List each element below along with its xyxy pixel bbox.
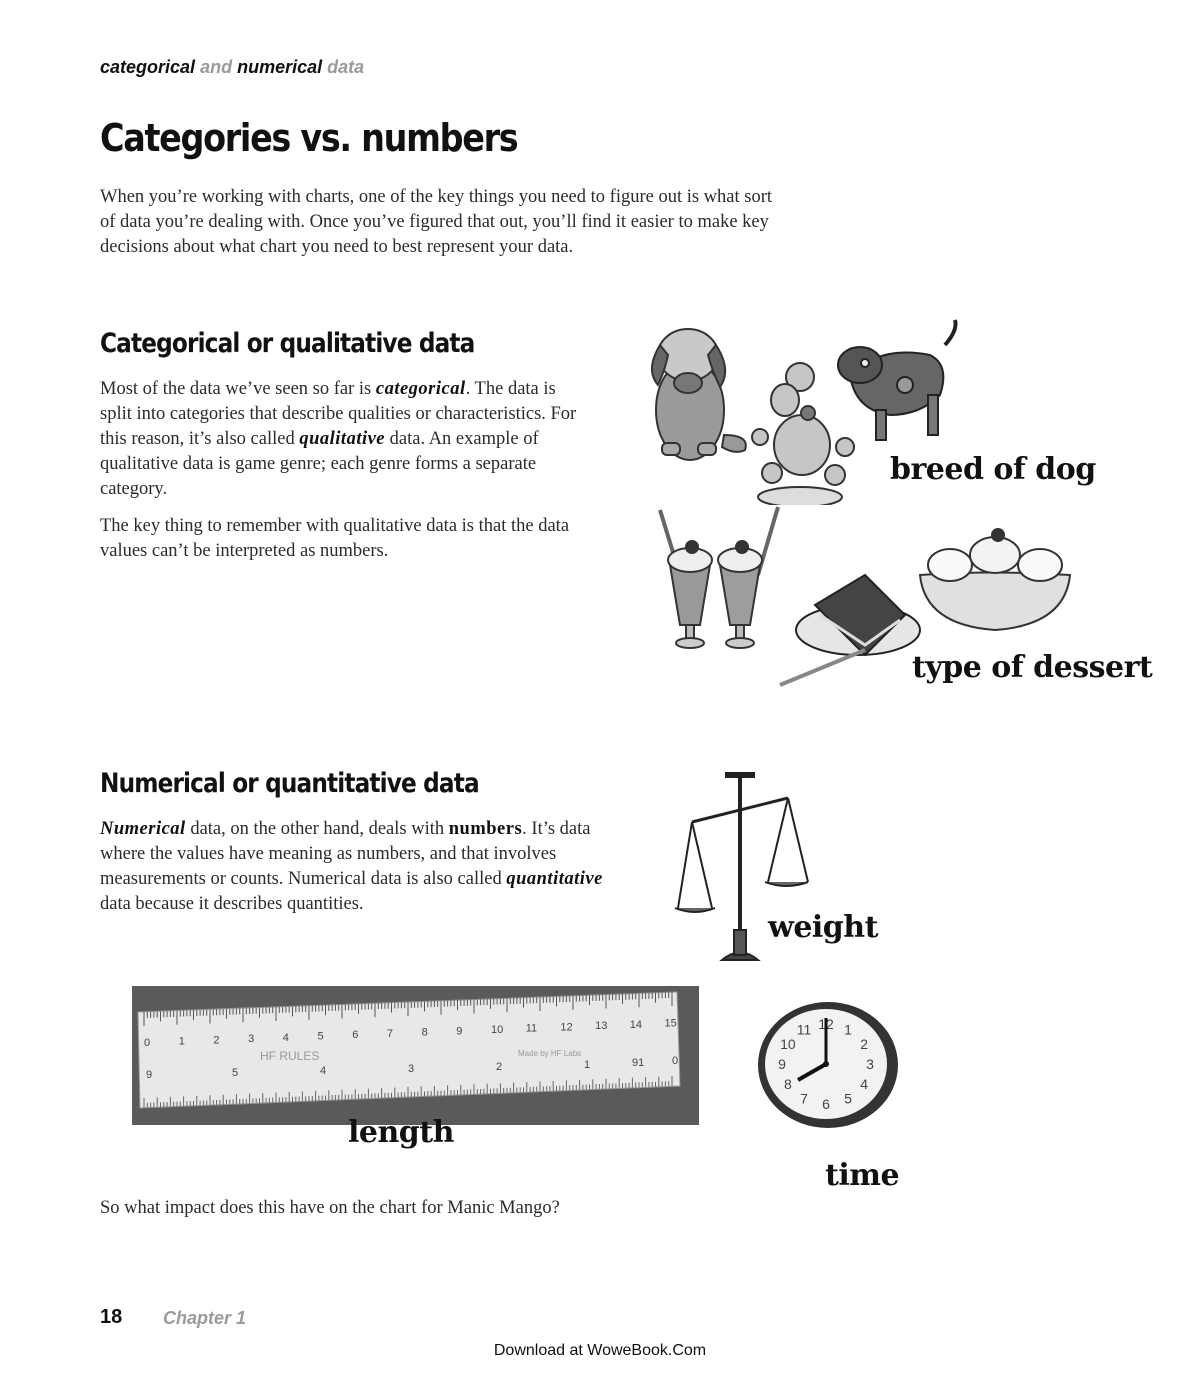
clock-number: 10 <box>780 1036 796 1052</box>
ruler-top-number: 3 <box>248 1033 254 1045</box>
ruler-top-number: 10 <box>491 1024 503 1036</box>
running-head-and: and <box>200 57 233 77</box>
intro-paragraph: When you’re working with charts, one of … <box>100 185 880 260</box>
ruler-bottom-number: 9 <box>146 1069 152 1081</box>
label-breed-of-dog: breed of dog <box>890 452 1096 487</box>
categorical-heading: Categorical or qualitative data <box>100 328 475 359</box>
clock-number: 7 <box>800 1091 808 1107</box>
clock-number: 1 <box>844 1021 852 1037</box>
ruler-bottom-number: 2 <box>496 1061 502 1073</box>
dogs-illustration <box>651 319 958 505</box>
cat-p1-text-2: . The data is split into categories that… <box>100 379 577 449</box>
label-length: length <box>348 1115 454 1150</box>
ruler-bottom-number: 5 <box>232 1067 238 1079</box>
ruler-top-number: 13 <box>595 1020 607 1032</box>
page-number: 18 <box>100 1306 123 1328</box>
ruler-bottom-numbers: 9 5 4 3 2 1 91 0 <box>146 1055 678 1081</box>
ruler-top-number: 2 <box>213 1034 219 1046</box>
intro-line-1: When you’re working with charts, one of … <box>100 187 773 207</box>
ruler-top-number: 11 <box>526 1023 537 1035</box>
running-head-categorical: categorical <box>100 57 196 77</box>
cat-emph-qualitative: qualitative <box>299 429 386 449</box>
clock-illustration: 121234567891011 <box>758 1002 898 1128</box>
num-p1-text-1: data, on the other hand, deals with <box>185 819 449 839</box>
clock-number: 4 <box>860 1076 868 1092</box>
ruler-illustration: 0 1 2 3 4 5 6 7 8 9 10 11 12 13 14 15 9 5 4 3 2 1 91 0 HF RULE… <box>132 986 699 1125</box>
closing-paragraph: So what impact does this have on the cha… <box>100 1198 560 1218</box>
num-emph-numbers: numbers <box>448 819 523 839</box>
clock-number: 5 <box>844 1091 852 1107</box>
intro-line-2: of data you’re dealing with. Once you’ve… <box>100 212 769 232</box>
label-time: time <box>825 1158 900 1193</box>
num-emph-numerical: Numerical <box>100 819 186 839</box>
running-head-data: data <box>327 57 365 77</box>
cat-p1-text-1: Most of the data we’ve seen so far is <box>100 379 376 399</box>
clock-number: 2 <box>860 1036 868 1052</box>
scales-illustration <box>674 772 809 961</box>
ruler-top-number: 8 <box>422 1027 428 1039</box>
numerical-heading: Numerical or quantitative data <box>100 768 480 799</box>
ruler-ticks <box>143 992 673 1108</box>
label-weight: weight <box>768 910 878 945</box>
clock-number: 9 <box>778 1056 786 1072</box>
running-head: categorical and numerical data <box>100 57 364 78</box>
categorical-paragraph-1: Most of the data we’ve seen so far is ca… <box>100 377 590 502</box>
ruler-bottom-number: 0 <box>672 1055 678 1067</box>
num-emph-quantitative: quantitative <box>506 869 603 889</box>
numerical-text: Numerical data, on the other hand, deals… <box>100 817 620 917</box>
num-p1-text-2: . It’s data where the values have meanin… <box>100 819 591 889</box>
ruler-bottom-number: 91 <box>632 1057 644 1069</box>
ruler-svg: 0 1 2 3 4 5 6 7 8 9 10 11 12 13 14 15 9 5 4 3 2 1 91 0 HF RULE… <box>137 991 681 1109</box>
ruler-top-number: 6 <box>352 1029 358 1041</box>
ruler-top-number: 15 <box>665 1018 677 1030</box>
ruler-top-number: 12 <box>560 1021 572 1033</box>
cat-emph-categorical: categorical <box>375 379 466 399</box>
ruler-top-number: 9 <box>456 1025 462 1037</box>
intro-line-3: decisions about what chart you need to b… <box>100 237 574 257</box>
clock-number: 6 <box>822 1096 830 1112</box>
categorical-text: Most of the data we’ve seen so far is ca… <box>100 377 590 564</box>
desserts-illustration <box>658 506 1072 687</box>
cat-p1-text-3: data. An example of qualitative data is … <box>100 429 539 499</box>
ruler-top-number: 1 <box>179 1036 185 1048</box>
numerical-paragraph-1: Numerical data, on the other hand, deals… <box>100 817 620 917</box>
running-head-numerical: numerical <box>237 57 323 77</box>
ruler-bottom-number: 4 <box>320 1065 326 1077</box>
clock-number: 3 <box>866 1056 874 1072</box>
categorical-paragraph-2: The key thing to remember with qualitati… <box>100 516 570 561</box>
clock-number: 11 <box>797 1021 812 1037</box>
ruler-top-number: 14 <box>630 1019 642 1031</box>
download-credit: Download at WoweBook.Com <box>493 1342 707 1359</box>
ruler-top-numbers: 0 1 2 3 4 5 6 7 8 9 10 11 12 13 14 15 <box>144 1018 677 1050</box>
label-type-of-dessert: type of dessert <box>912 650 1153 685</box>
ruler-bottom-number: 1 <box>584 1059 590 1071</box>
clock-number: 8 <box>784 1076 792 1092</box>
ruler-top-number: 7 <box>387 1028 393 1040</box>
chapter-label: Chapter 1 <box>163 1308 247 1328</box>
ruler-maker: Made by HF Labs <box>518 1049 581 1058</box>
ruler-brand: HF RULES <box>260 1049 319 1063</box>
num-p1-text-3: data because it describes quantities. <box>100 894 364 914</box>
ruler-bottom-number: 3 <box>408 1063 414 1075</box>
page-title: Categories vs. numbers <box>100 116 519 160</box>
ruler-top-number: 5 <box>318 1031 324 1043</box>
ruler-top-number: 4 <box>283 1032 289 1044</box>
ruler-top-number: 0 <box>144 1037 150 1049</box>
